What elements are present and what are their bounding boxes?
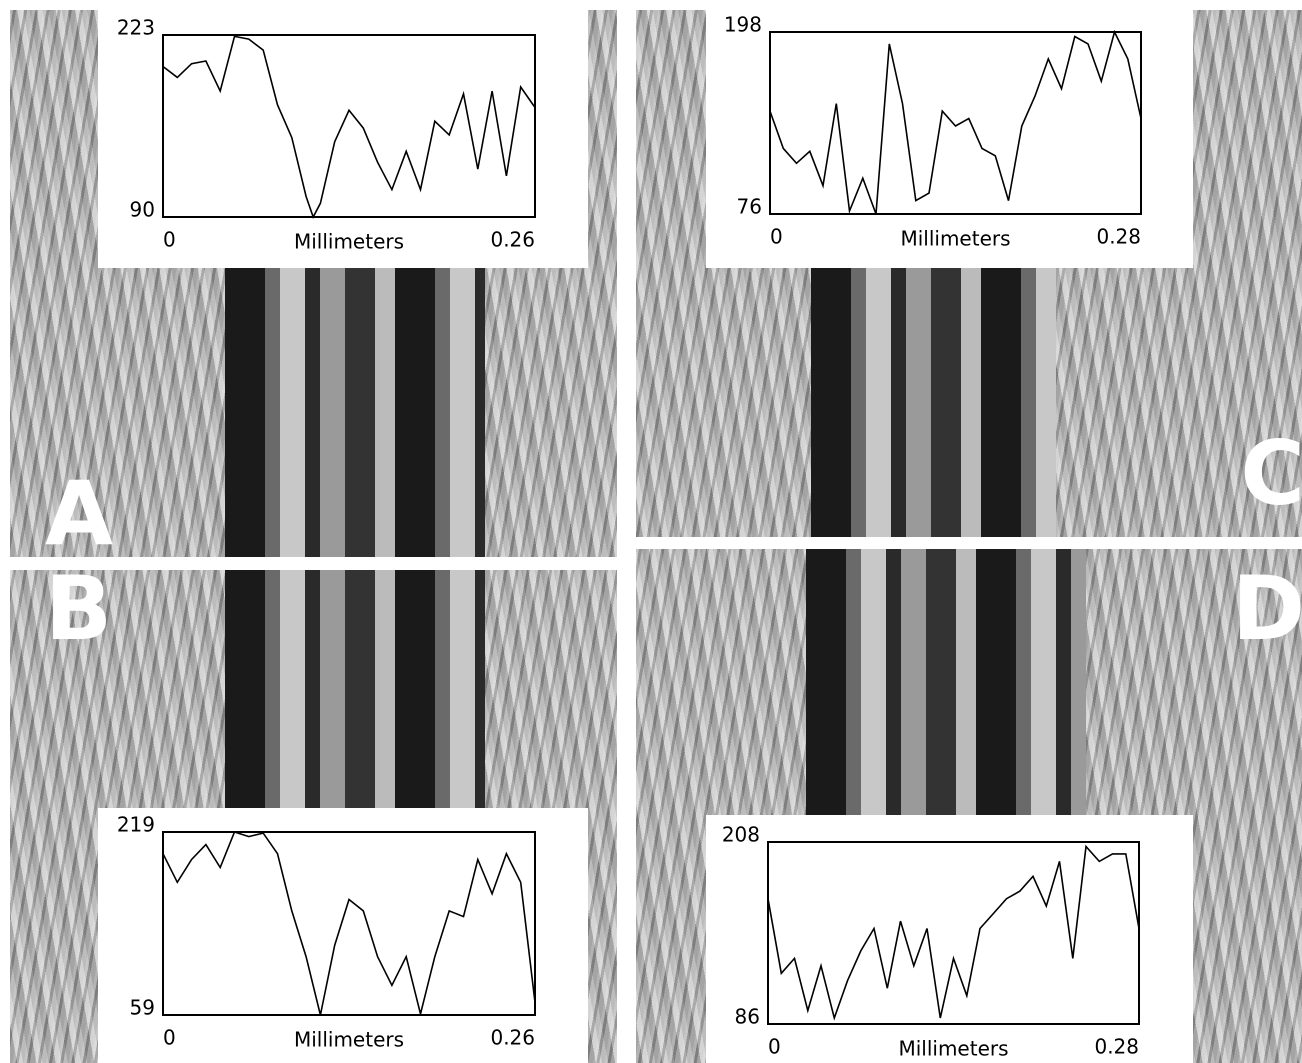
x-axis-label: Millimeters <box>900 227 1010 251</box>
x-tick-label: 0 <box>770 225 783 249</box>
x-tick-label: 0 <box>768 1035 781 1059</box>
y-tick-label: 86 <box>735 1005 760 1029</box>
y-tick-label: 198 <box>724 13 762 37</box>
figure: A 90 223 0 0.26 Millimeters B 59 219 0 0.26 Millime… <box>0 0 1302 1063</box>
y-tick-label: 219 <box>117 813 155 837</box>
x-axis-label: Millimeters <box>294 1028 404 1052</box>
x-axis-label: Millimeters <box>898 1037 1008 1061</box>
panel-label: A <box>45 462 113 565</box>
page: A 90 223 0 0.26 Millimeters B 59 219 0 0.26 Millime… <box>0 0 1302 1063</box>
x-axis-label: Millimeters <box>294 230 404 254</box>
y-tick-label: 59 <box>130 996 155 1020</box>
x-tick-label: 0.28 <box>1096 225 1141 249</box>
y-tick-label: 76 <box>737 195 762 219</box>
panel-label: B <box>45 557 112 660</box>
panel-label: C <box>1240 422 1302 525</box>
x-tick-label: 0.26 <box>490 1026 535 1050</box>
y-tick-label: 90 <box>130 198 155 222</box>
x-tick-label: 0.28 <box>1094 1035 1139 1059</box>
inset-background <box>706 815 1193 1063</box>
x-tick-label: 0 <box>163 1026 176 1050</box>
x-tick-label: 0.26 <box>490 228 535 252</box>
panel-label: D <box>1232 557 1302 660</box>
x-tick-label: 0 <box>163 228 176 252</box>
y-tick-label: 208 <box>722 823 760 847</box>
y-tick-label: 223 <box>117 16 155 40</box>
